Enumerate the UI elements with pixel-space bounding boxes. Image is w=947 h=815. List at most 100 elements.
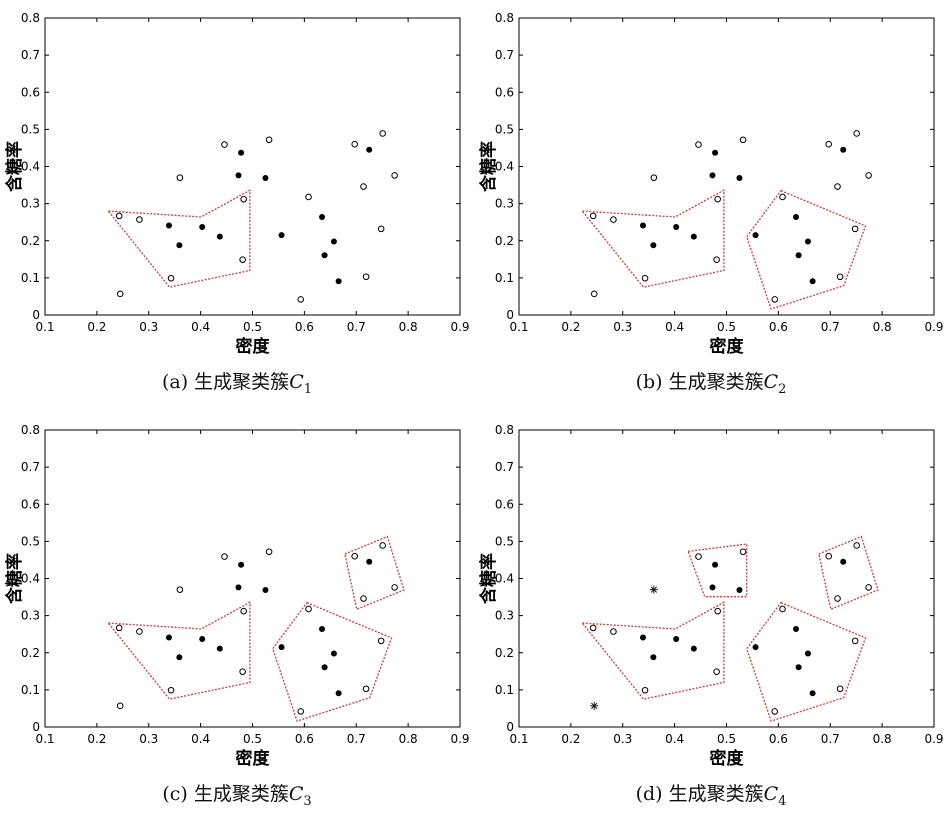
x-tick-label: 0.4 — [665, 732, 684, 746]
filled-point — [793, 625, 800, 632]
hollow-point — [714, 607, 721, 615]
hollow-point — [610, 216, 617, 223]
plot-area: 0.1 0.2 0.3 0.4 0.5 0.6 0.7 0.8 0.900.10.20.30.4… — [4, 11, 470, 357]
filled-point — [199, 224, 206, 231]
caption-text: (b) 生成聚类簇 — [635, 371, 764, 393]
caption-subscript: 2 — [778, 381, 787, 397]
filled-point — [366, 146, 373, 153]
y-axis-label: 含糖率 — [478, 553, 499, 604]
y-tick-label: 0.2 — [21, 646, 40, 660]
filled-point — [840, 558, 847, 565]
hollow-point — [589, 624, 597, 632]
hollow-point — [360, 183, 367, 190]
hollow-point — [265, 136, 273, 144]
caption-symbol: C — [763, 783, 779, 805]
y-tick-label: 0.2 — [21, 234, 40, 248]
filled-point — [736, 587, 743, 594]
hollow-point — [362, 685, 370, 693]
hollow-point — [379, 542, 387, 549]
filled-point — [650, 242, 657, 249]
y-tick-label: 0.7 — [21, 460, 40, 474]
y-tick-label: 0.3 — [495, 197, 514, 211]
filled-point — [712, 149, 719, 156]
filled-point — [840, 146, 847, 153]
filled-point — [690, 233, 697, 240]
y-tick-label: 0.5 — [495, 122, 514, 136]
filled-point — [795, 252, 802, 259]
filled-point — [709, 172, 716, 179]
y-tick-label: 0.8 — [495, 11, 514, 25]
y-tick-label: 0.2 — [495, 234, 514, 248]
hollow-point — [771, 296, 779, 303]
cluster-polygon-4 — [687, 543, 748, 598]
hollow-point — [176, 174, 184, 181]
caption-subscript: 3 — [303, 793, 312, 809]
hollow-point — [865, 172, 872, 179]
filled-point — [673, 636, 680, 643]
hollow-point — [695, 553, 702, 560]
subplot-d: 0.1 0.2 0.3 0.4 0.5 0.6 0.7 0.8 0.9 0 0.1 0.2 0.3 0.4… — [474, 412, 947, 815]
filled-point — [321, 252, 328, 259]
x-tick-label: 0.9 — [924, 732, 943, 746]
hollow-point — [610, 628, 617, 635]
hollow-point — [239, 668, 246, 675]
cluster-polygon-1 — [106, 601, 251, 700]
x-tick-label: 0.5 — [243, 320, 262, 334]
hollow-point — [825, 140, 832, 148]
filled-point — [238, 149, 245, 156]
x-tick-label: 0.1 — [35, 732, 54, 746]
axes-frame — [518, 429, 935, 728]
subplot-caption: (b) 生成聚类簇C2 — [474, 367, 947, 397]
hollow-point — [351, 552, 358, 560]
plot-area: 0.1 0.2 0.3 0.4 0.5 0.6 0.7 0.8 0.900.10.20.30.4… — [478, 423, 944, 769]
filled-point — [235, 172, 242, 179]
filled-point — [736, 175, 743, 182]
hollow-point — [779, 193, 786, 201]
outlier-point — [649, 585, 658, 594]
filled-point — [216, 645, 223, 652]
x-tick-label: 0.5 — [243, 732, 262, 746]
hollow-point — [834, 595, 841, 602]
filled-point — [335, 690, 342, 697]
x-tick-label: 0.1 — [509, 320, 528, 334]
y-tick-label: 0.5 — [21, 122, 40, 136]
hollow-point — [714, 195, 721, 203]
filled-point — [752, 644, 759, 651]
filled-point — [199, 636, 206, 643]
y-tick-label: 0.8 — [21, 11, 40, 25]
filled-point — [673, 224, 680, 231]
plot-area: 0.1 0.2 0.3 0.4 0.5 0.6 0.7 0.8 0.900.10.20.30.4… — [4, 423, 470, 769]
x-tick-label: 0.2 — [87, 320, 106, 334]
hollow-point — [265, 548, 273, 556]
x-tick-label: 0.3 — [139, 732, 158, 746]
y-tick-label: 0.7 — [495, 48, 514, 62]
hollow-point — [713, 668, 720, 675]
x-tick-label: 0.7 — [347, 320, 366, 334]
y-tick-label: 0.8 — [495, 423, 514, 437]
axes-frame — [44, 17, 461, 316]
hollow-point — [853, 542, 861, 549]
hollow-point — [297, 708, 305, 715]
cluster-polygon-3 — [818, 535, 879, 611]
x-tick-label: 0.7 — [347, 732, 366, 746]
x-tick-label: 0.7 — [821, 732, 840, 746]
filled-point — [639, 634, 646, 641]
filled-point — [238, 561, 245, 568]
x-axis-label: 密度 — [236, 336, 271, 357]
x-tick-label: 0.4 — [191, 320, 210, 334]
hollow-point — [360, 595, 367, 602]
hollow-point — [351, 140, 358, 148]
x-tick-label: 0.6 — [769, 732, 788, 746]
x-tick-label: 0.3 — [613, 732, 632, 746]
hollow-point — [779, 605, 786, 613]
axes-frame — [518, 17, 935, 316]
x-tick-label: 0.2 — [561, 320, 580, 334]
filled-point — [650, 654, 657, 661]
x-tick-label: 0.8 — [873, 320, 892, 334]
y-tick-label: 0.4 — [495, 572, 514, 586]
filled-point — [366, 558, 373, 565]
cluster-polygon-1 — [580, 189, 725, 288]
y-tick-label: 0.7 — [495, 460, 514, 474]
x-tick-label: 0.4 — [665, 320, 684, 334]
hollow-point — [379, 130, 387, 137]
